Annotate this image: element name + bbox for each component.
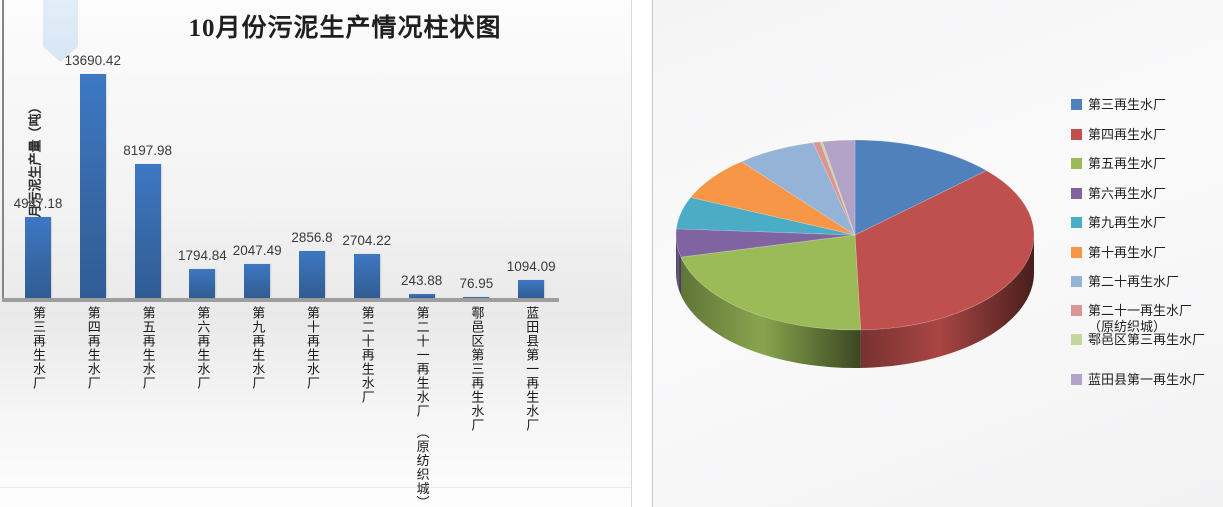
bar	[408, 294, 435, 298]
bar	[299, 251, 325, 298]
worksheet-gridline	[0, 487, 631, 488]
bar-value-label: 243.88	[400, 273, 443, 288]
legend-swatch	[1071, 305, 1082, 316]
pie-slice	[854, 170, 1035, 331]
bar-value-label: 2704.22	[342, 232, 392, 248]
x-axis-label: 第九再生水厂	[250, 306, 266, 390]
bar-value-label: 8197.98	[123, 142, 172, 158]
x-axis-label: 鄠邑区第三再生水厂	[469, 306, 485, 432]
bar-value-label: 4947.18	[13, 196, 63, 212]
bar	[244, 264, 271, 298]
pie-slice	[675, 197, 856, 236]
bar-value-label: 2047.49	[232, 243, 282, 259]
bar-value-label: 2856.8	[291, 230, 333, 246]
bar-value-label: 1094.09	[506, 259, 556, 275]
legend-item: 第二十一再生水厂 （原纺织城）	[1063, 303, 1223, 335]
pie-chart-object[interactable]: 第三再生水厂 第四再生水厂 第五再生水厂 第六再生水厂 第九再生水厂 第十再生水厂 第二十再…	[652, 0, 1223, 507]
legend-swatch	[1071, 247, 1082, 258]
y-axis-line	[2, 0, 4, 302]
legend-label: 第四再生水厂	[1088, 127, 1167, 142]
x-axis-label: 第五再生水厂	[140, 306, 156, 390]
legend-item: 蓝田县第一再生水厂	[1063, 372, 1223, 388]
legend-swatch	[1071, 217, 1082, 228]
pie-slice	[812, 141, 856, 236]
legend-item: 第四再生水厂	[1063, 127, 1223, 143]
pie-slice-side	[676, 235, 681, 296]
legend-item: 鄠邑区第三再生水厂	[1063, 332, 1223, 348]
legend-swatch	[1071, 188, 1082, 199]
x-axis-label: 第十再生水厂	[305, 306, 320, 390]
legend-label: 第十再生水厂	[1088, 245, 1167, 260]
legend-item: 第六再生水厂	[1063, 186, 1223, 202]
legend-swatch	[1071, 334, 1082, 345]
x-axis-label: 第四再生水厂	[85, 306, 101, 390]
bar	[189, 268, 216, 298]
pie-slice	[822, 139, 856, 236]
bar	[463, 296, 490, 298]
legend-item: 第二十再生水厂	[1063, 274, 1223, 290]
legend-label: 第五再生水厂	[1088, 156, 1167, 171]
pie-legend: 第三再生水厂 第四再生水厂 第五再生水厂 第六再生水厂 第九再生水厂 第十再生水厂 第二十再…	[1063, 0, 1223, 507]
pie-slice	[675, 228, 856, 258]
pie-slice	[740, 142, 856, 236]
legend-label: 第二十一再生水厂 （原纺织城）	[1088, 303, 1206, 334]
legend-swatch	[1071, 129, 1082, 140]
x-axis-label: 第三再生水厂	[31, 306, 46, 390]
bar	[134, 163, 161, 298]
legend-label: 鄠邑区第三再生水厂	[1088, 332, 1206, 347]
bar-value-label: 76.95	[459, 275, 494, 291]
legend-label: 第二十再生水厂	[1088, 274, 1180, 289]
legend-item: 第九再生水厂	[1063, 215, 1223, 231]
pie-slice	[819, 141, 856, 236]
legend-swatch	[1071, 276, 1082, 287]
pie-slice	[680, 234, 862, 331]
legend-label: 蓝田县第一再生水厂	[1088, 372, 1206, 387]
bar-chart-object[interactable]: 10月份污泥生产情况柱状图 当月污泥生产量（吨） 4947.18 第三再生水厂 13…	[0, 0, 632, 507]
legend-label: 第三再生水厂	[1088, 97, 1167, 112]
pie-slice-side	[680, 257, 861, 368]
bar-chart-title: 10月份污泥生产情况柱状图	[188, 15, 502, 42]
pie-slice	[689, 161, 856, 236]
x-axis-line	[2, 298, 559, 302]
legend-swatch	[1071, 99, 1082, 110]
pie-slice-side	[860, 235, 1034, 368]
x-axis-label: 第六再生水厂	[195, 306, 211, 390]
x-axis-label: 第二十一再生水厂 （原纺织城）	[414, 306, 430, 507]
pie-3d	[675, 139, 1035, 368]
x-axis-label: 蓝田县第一再生水厂	[524, 306, 540, 432]
bar	[353, 253, 380, 298]
bar	[518, 280, 545, 298]
pie-slice	[854, 139, 988, 236]
bar	[25, 217, 51, 298]
legend-item: 第三再生水厂	[1063, 97, 1223, 113]
legend-swatch	[1071, 158, 1082, 169]
legend-item: 第十再生水厂	[1063, 245, 1223, 261]
legend-label: 第六再生水厂	[1088, 186, 1167, 201]
bar	[79, 74, 106, 298]
bar-value-label: 1794.84	[177, 247, 227, 263]
x-axis-label: 第二十再生水厂	[359, 306, 375, 404]
legend-item: 第五再生水厂	[1063, 156, 1223, 172]
bar-value-label: 13690.42	[64, 53, 121, 68]
legend-swatch	[1071, 374, 1082, 385]
legend-label: 第九再生水厂	[1088, 215, 1167, 230]
